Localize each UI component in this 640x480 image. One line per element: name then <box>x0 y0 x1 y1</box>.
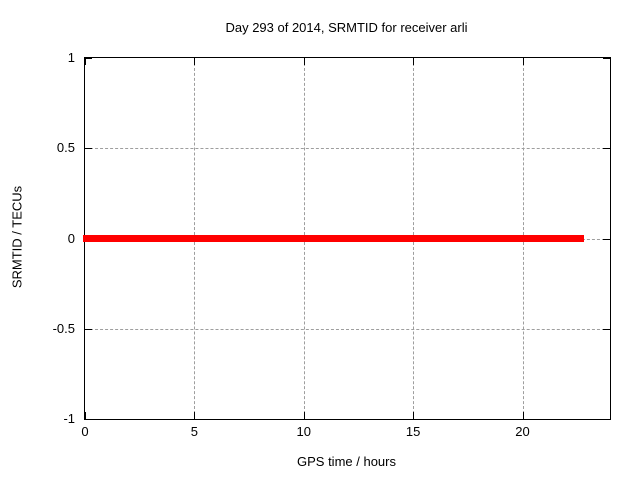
x-tick-mark-top <box>522 58 524 65</box>
plot-area: 0 5 10 15 20 -1 -0.5 0 0.5 1 <box>53 50 611 439</box>
x-tick-label: 0 <box>81 424 89 439</box>
y-tick-label: -1 <box>63 411 75 426</box>
x-tick-mark-bottom <box>85 412 86 419</box>
y-tick-mark-right <box>603 58 610 59</box>
x-axis-label: GPS time / hours <box>297 454 396 469</box>
x-tick-label: 10 <box>296 424 311 439</box>
y-tick-label: 1 <box>67 50 75 65</box>
y-tick-mark-right <box>603 238 610 240</box>
x-tick-mark-top <box>85 58 86 65</box>
x-tick-label: 15 <box>405 424 421 439</box>
x-tick-mark-bottom <box>522 412 524 419</box>
x-tick-mark-top <box>413 58 415 65</box>
y-gridline <box>85 148 610 150</box>
y-tick-mark-left <box>85 328 92 330</box>
y-tick-mark-left <box>85 419 92 420</box>
x-tick-label: 20 <box>515 424 530 439</box>
x-tick-mark-top <box>194 58 196 65</box>
y-tick-mark-left <box>85 58 92 59</box>
x-tick-mark-bottom <box>413 412 415 419</box>
y-tick-mark-right <box>603 148 610 150</box>
y-tick-label: -0.5 <box>52 320 75 336</box>
y-tick-mark-left <box>85 148 92 150</box>
x-tick-label: 5 <box>190 424 198 439</box>
y-tick-mark-right <box>603 328 610 330</box>
y-gridline <box>85 328 610 330</box>
data-series-line-srmtid <box>83 235 584 242</box>
x-tick-mark-top <box>303 58 305 65</box>
chart-title: Day 293 of 2014, SRMTID for receiver arl… <box>225 20 468 35</box>
y-tick-label: 0.5 <box>56 140 75 156</box>
x-tick-mark-bottom <box>303 412 305 419</box>
y-tick-mark-right <box>603 419 610 420</box>
x-tick-mark-bottom <box>194 412 196 419</box>
y-tick-label: 0 <box>67 230 75 246</box>
